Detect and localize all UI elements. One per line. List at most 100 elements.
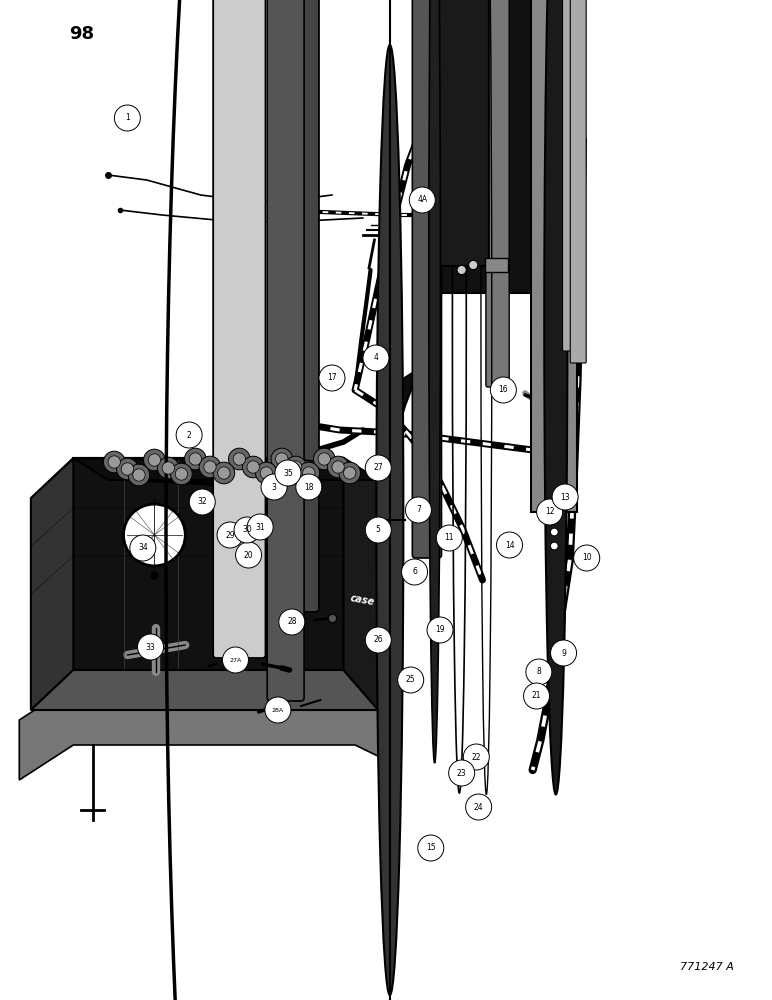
Circle shape: [229, 524, 242, 536]
Circle shape: [133, 469, 145, 481]
Circle shape: [144, 449, 165, 471]
Circle shape: [137, 634, 164, 660]
Circle shape: [319, 365, 345, 391]
Polygon shape: [19, 685, 386, 780]
Ellipse shape: [377, 45, 403, 995]
Circle shape: [247, 514, 273, 540]
Text: 6: 6: [412, 567, 417, 576]
Circle shape: [108, 456, 120, 468]
Text: 17: 17: [327, 373, 337, 382]
Circle shape: [247, 461, 259, 473]
Circle shape: [114, 105, 141, 131]
Circle shape: [313, 448, 335, 470]
Polygon shape: [485, 258, 508, 272]
Circle shape: [298, 462, 320, 484]
Circle shape: [233, 453, 245, 465]
FancyBboxPatch shape: [267, 0, 304, 701]
Text: 1: 1: [125, 113, 130, 122]
Circle shape: [204, 461, 216, 473]
Circle shape: [290, 461, 302, 473]
Circle shape: [222, 647, 249, 673]
Text: 28: 28: [287, 617, 296, 626]
Circle shape: [526, 659, 552, 685]
Text: 12: 12: [545, 508, 554, 516]
Circle shape: [275, 460, 301, 486]
FancyBboxPatch shape: [288, 0, 319, 612]
FancyBboxPatch shape: [213, 0, 266, 658]
Circle shape: [537, 499, 563, 525]
Circle shape: [218, 467, 230, 479]
Text: 771247 A: 771247 A: [679, 962, 733, 972]
FancyBboxPatch shape: [431, 0, 489, 266]
Text: 7: 7: [416, 506, 421, 514]
FancyBboxPatch shape: [429, 0, 559, 293]
Text: 4A: 4A: [417, 196, 428, 205]
Circle shape: [279, 609, 305, 635]
Circle shape: [157, 457, 179, 479]
Circle shape: [175, 468, 188, 480]
Text: 34: 34: [138, 544, 147, 552]
Polygon shape: [73, 458, 378, 480]
Text: 26: 26: [374, 636, 383, 645]
Circle shape: [229, 448, 250, 470]
Circle shape: [171, 463, 192, 485]
Circle shape: [339, 462, 361, 484]
Circle shape: [117, 458, 138, 480]
Circle shape: [296, 474, 322, 500]
Text: 4: 4: [374, 354, 378, 362]
Circle shape: [199, 456, 221, 478]
Text: 14: 14: [505, 540, 514, 550]
Text: 27A: 27A: [229, 658, 242, 663]
Text: 15: 15: [426, 843, 435, 852]
Circle shape: [130, 535, 156, 561]
Circle shape: [496, 532, 523, 558]
Text: case: case: [350, 593, 376, 607]
Circle shape: [523, 683, 550, 709]
Circle shape: [344, 467, 356, 479]
Ellipse shape: [544, 0, 567, 795]
Circle shape: [550, 542, 558, 550]
Circle shape: [365, 627, 391, 653]
Circle shape: [255, 516, 267, 528]
Circle shape: [552, 484, 578, 510]
Circle shape: [365, 455, 391, 481]
Circle shape: [550, 528, 558, 536]
Circle shape: [469, 260, 478, 270]
Circle shape: [234, 517, 260, 543]
Circle shape: [235, 542, 262, 568]
Circle shape: [318, 453, 330, 465]
Circle shape: [574, 545, 600, 571]
Circle shape: [189, 489, 215, 515]
Text: 18: 18: [304, 483, 313, 491]
Text: 9: 9: [561, 648, 566, 658]
FancyBboxPatch shape: [486, 0, 510, 387]
Circle shape: [176, 422, 202, 448]
Circle shape: [405, 497, 432, 523]
Circle shape: [148, 454, 161, 466]
Circle shape: [260, 467, 273, 479]
Circle shape: [121, 463, 134, 475]
Circle shape: [103, 451, 125, 473]
Circle shape: [242, 519, 255, 531]
Circle shape: [463, 744, 489, 770]
Circle shape: [436, 525, 462, 551]
Circle shape: [363, 345, 389, 371]
Text: 22: 22: [472, 752, 481, 762]
Polygon shape: [282, 460, 318, 482]
Circle shape: [418, 835, 444, 861]
Circle shape: [261, 474, 287, 500]
Text: 98: 98: [69, 25, 95, 43]
Text: 29: 29: [225, 530, 235, 540]
Circle shape: [457, 265, 466, 275]
Text: 25: 25: [406, 676, 415, 685]
Circle shape: [128, 464, 150, 486]
Text: 16: 16: [499, 385, 508, 394]
Circle shape: [401, 559, 428, 585]
Circle shape: [242, 456, 264, 478]
Circle shape: [449, 760, 475, 786]
Circle shape: [365, 517, 391, 543]
Circle shape: [409, 187, 435, 213]
Polygon shape: [344, 458, 378, 710]
FancyBboxPatch shape: [530, 0, 577, 512]
Text: 33: 33: [146, 643, 155, 652]
